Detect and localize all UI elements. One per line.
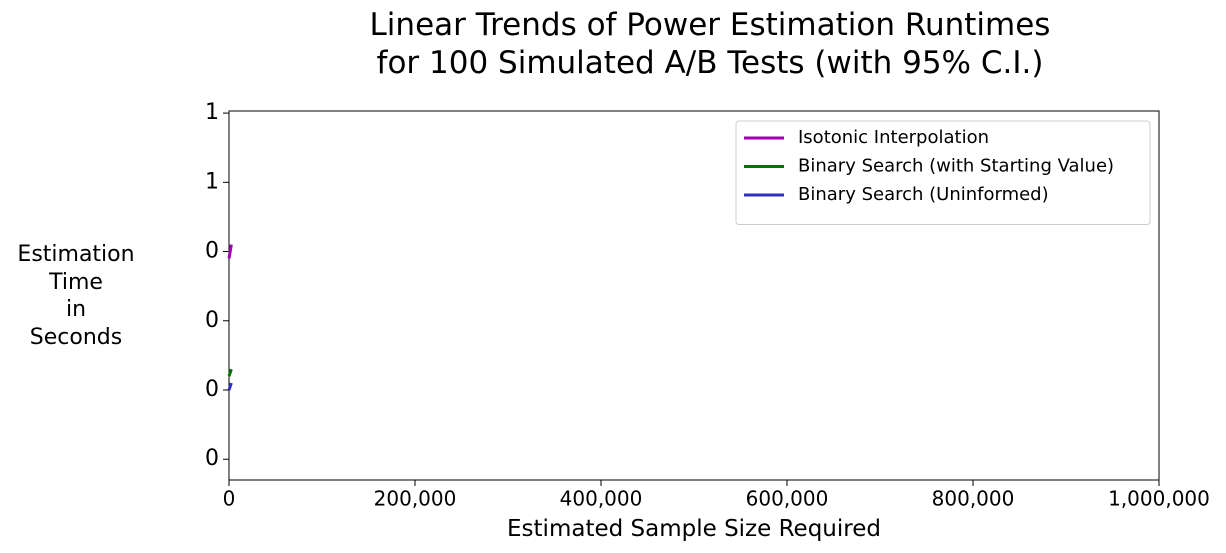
series-line [227,368,233,377]
legend-label: Isotonic Interpolation [798,127,989,148]
y-tick-label: 0 [205,446,219,471]
y-tick-label: 1 [205,169,219,194]
x-tick-label: 800,000 [932,487,1015,511]
y-tick-label: 0 [205,377,219,402]
y-tick-label: 0 [205,308,219,333]
legend-label: Binary Search (with Starting Value) [798,156,1114,177]
series-line [227,244,233,259]
y-tick-label: 1 [205,100,219,125]
plot-frame [228,110,1160,481]
x-tick-label: 400,000 [560,487,643,511]
legend-box [735,120,1151,225]
chart-title: Linear Trends of Power Estimation Runtim… [369,7,1051,81]
y-tick-label: 0 [205,239,219,264]
x-tick-label: 200,000 [374,487,457,511]
legend-label: Binary Search (Uninformed) [798,184,1049,205]
x-tick-label: 0 [223,487,236,511]
x-tick-label: 600,000 [746,487,829,511]
x-axis-label: Estimated Sample Size Required [507,516,881,542]
y-axis-label: Estimation Time in Seconds [17,242,135,350]
x-tick-label: 1,000,000 [1108,487,1210,511]
series-line [227,382,233,391]
